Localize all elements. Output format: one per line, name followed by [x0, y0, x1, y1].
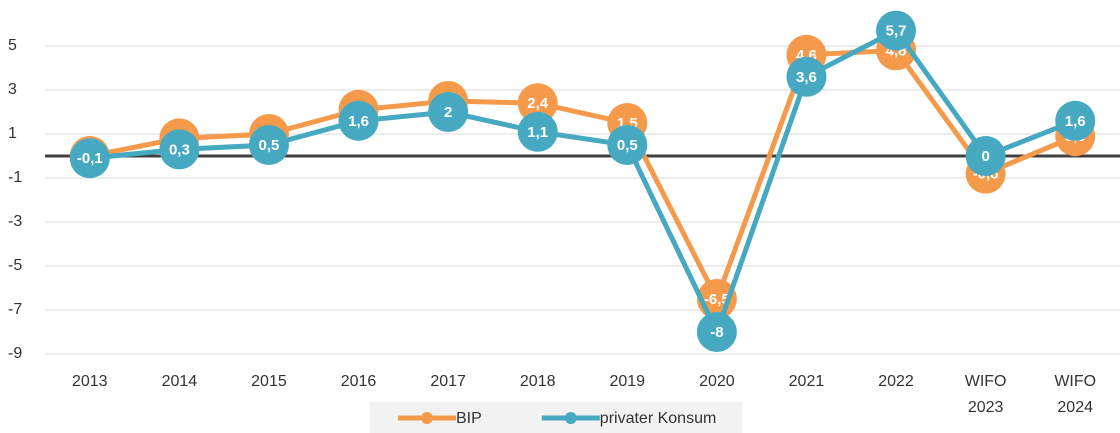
data-label: 0,3 — [169, 141, 190, 158]
data-label: -6,5 — [704, 291, 730, 308]
series-line — [89, 27, 1077, 339]
y-tick-label: -1 — [8, 169, 22, 186]
x-tick-label: WIFO 2023 — [965, 373, 1007, 416]
point-marker — [517, 111, 558, 152]
x-tick-label: 2018 — [520, 373, 556, 390]
y-tick-label: -7 — [8, 301, 22, 318]
data-label: 1,6 — [1065, 113, 1086, 130]
point-marker — [1055, 100, 1096, 141]
x-tick-label: 2015 — [251, 373, 287, 390]
point-marker — [428, 92, 469, 132]
data-label: 1,6 — [348, 113, 369, 130]
x-tick-label: 2019 — [609, 373, 645, 390]
legend-marker — [421, 412, 433, 424]
x-tick-label: WIFO 2024 — [1054, 373, 1096, 416]
x-tick-label: 2016 — [341, 373, 377, 390]
x-tick-label: 2014 — [162, 373, 198, 390]
y-tick-label: -3 — [8, 213, 22, 230]
point-marker — [965, 136, 1006, 176]
data-label: 1,1 — [527, 124, 548, 141]
x-tick-label: 2013 — [72, 373, 108, 390]
x-tick-label: 2017 — [430, 373, 466, 390]
series-line — [89, 47, 1077, 306]
point-marker — [517, 83, 558, 124]
point-marker — [69, 138, 110, 179]
data-label: 0,5 — [617, 137, 638, 154]
legend-label: BIP — [456, 410, 482, 427]
data-label: 0,5 — [259, 137, 280, 154]
data-label: 0 — [981, 148, 989, 165]
y-tick-label: 3 — [8, 81, 17, 98]
point-marker — [159, 129, 200, 170]
point-marker — [786, 56, 827, 97]
x-tick-label: 2021 — [789, 373, 825, 390]
y-tick-label: -5 — [8, 257, 22, 274]
point-marker — [876, 10, 917, 51]
legend-marker — [564, 412, 577, 424]
data-label: -8 — [710, 324, 723, 341]
x-tick-label: 2020 — [699, 373, 735, 390]
data-label: 2 — [444, 104, 452, 121]
legend-label: privater Konsum — [600, 410, 717, 427]
y-tick-label: 1 — [8, 125, 17, 142]
y-tick-label: 5 — [8, 37, 17, 54]
point-marker — [248, 125, 289, 165]
data-label: 2,4 — [527, 95, 549, 112]
data-label: -0,1 — [77, 150, 103, 167]
point-marker — [607, 125, 648, 165]
point-marker — [696, 312, 737, 352]
data-label: 5,7 — [886, 23, 907, 40]
y-tick-label: -9 — [8, 345, 22, 362]
point-marker — [338, 100, 379, 141]
data-label: 3,6 — [796, 69, 817, 86]
x-tick-label: 2022 — [878, 373, 914, 390]
